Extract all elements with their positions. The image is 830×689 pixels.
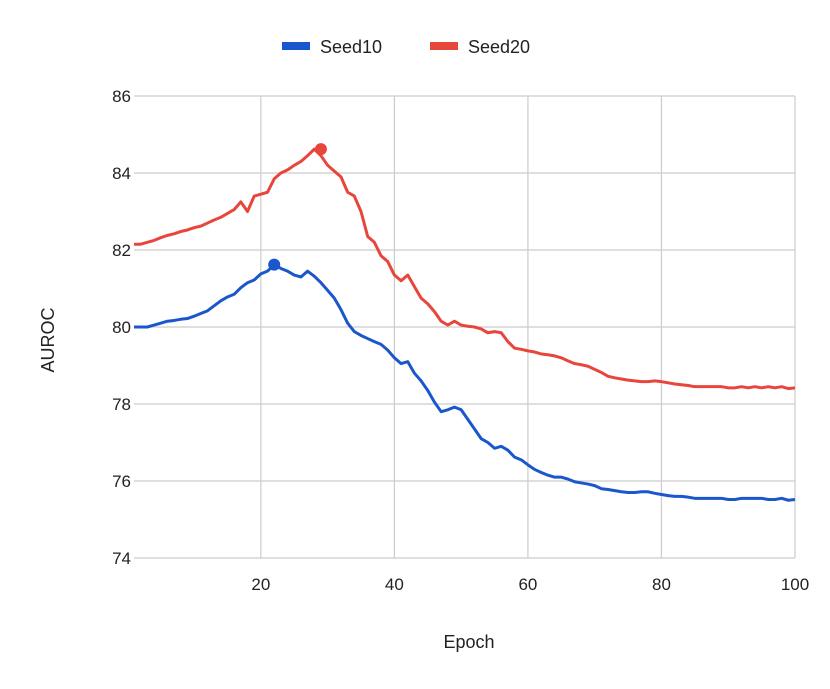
series-lines xyxy=(134,147,796,502)
x-tick-label: 100 xyxy=(781,575,809,594)
x-axis-title: Epoch xyxy=(443,632,494,652)
legend-label-seed10: Seed10 xyxy=(320,37,382,57)
series-line-seed10 xyxy=(134,263,796,502)
highlight-point-seed20 xyxy=(314,143,327,156)
x-tick-label: 60 xyxy=(518,575,537,594)
y-tick-label: 76 xyxy=(112,472,131,491)
y-tick-label: 82 xyxy=(112,241,131,260)
highlight-point-seed10 xyxy=(268,258,281,271)
series-line-seed20 xyxy=(134,147,796,391)
y-axis-title: AUROC xyxy=(38,307,58,372)
highlight-points xyxy=(268,143,327,271)
y-tick-label: 74 xyxy=(112,549,131,568)
y-tick-label: 84 xyxy=(112,164,131,183)
gridlines xyxy=(134,95,796,559)
y-tick-label: 86 xyxy=(112,87,131,106)
y-tick-label: 80 xyxy=(112,318,131,337)
x-axis-ticks: 20 40 60 80 100 xyxy=(251,575,809,594)
x-tick-label: 20 xyxy=(251,575,270,594)
legend-swatch-seed20 xyxy=(430,42,458,50)
legend-label-seed20: Seed20 xyxy=(468,37,530,57)
y-axis-ticks: 74 76 78 80 82 84 86 xyxy=(112,87,131,568)
x-tick-label: 80 xyxy=(652,575,671,594)
legend: Seed10 Seed20 xyxy=(282,37,530,57)
legend-swatch-seed10 xyxy=(282,42,310,50)
x-tick-label: 40 xyxy=(385,575,404,594)
y-tick-label: 78 xyxy=(112,395,131,414)
